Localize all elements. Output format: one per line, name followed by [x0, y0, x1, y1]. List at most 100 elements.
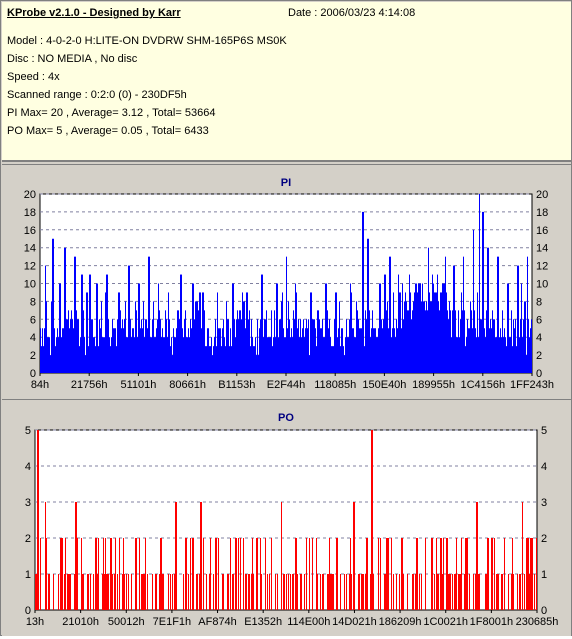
x-tick-label: 118085h	[314, 379, 356, 391]
bar	[213, 574, 214, 610]
bar	[128, 574, 129, 610]
bar	[331, 346, 332, 373]
bar	[358, 574, 359, 610]
y-tick-label-right: 4	[541, 461, 547, 473]
bar	[312, 538, 313, 610]
bar	[489, 328, 490, 373]
bar	[285, 337, 286, 373]
bar	[477, 502, 478, 610]
bar	[435, 292, 436, 373]
bar	[371, 328, 372, 373]
bar	[380, 538, 381, 610]
bar	[62, 538, 63, 610]
bar	[216, 538, 217, 610]
bar	[82, 274, 83, 373]
bar	[372, 430, 373, 610]
bar	[173, 328, 174, 373]
bar	[147, 574, 148, 610]
bar	[496, 574, 497, 610]
bar	[504, 538, 505, 610]
bar	[477, 292, 478, 373]
bar	[309, 355, 310, 373]
bar	[509, 337, 510, 373]
bar	[67, 319, 68, 373]
bar	[106, 574, 107, 610]
bar	[471, 310, 472, 373]
bar	[510, 337, 511, 373]
pi-chart-panel: PI 0 0 2 2 4 4 6 6 8 8 10 10 12 12 14 14 16 16 18 18 20 20 84h 2…	[2, 164, 571, 397]
bar	[347, 337, 348, 373]
bar	[271, 310, 272, 373]
bar	[192, 283, 193, 373]
bar	[400, 292, 401, 373]
bar	[272, 346, 273, 373]
bar	[114, 574, 115, 610]
bar	[51, 301, 52, 373]
bar	[511, 310, 512, 373]
bar	[519, 574, 520, 610]
bar	[514, 328, 515, 373]
bar	[246, 292, 247, 373]
bar	[337, 337, 338, 373]
bar	[74, 256, 75, 373]
bar	[288, 301, 289, 373]
bar	[253, 574, 254, 610]
bar	[441, 292, 442, 373]
scan-date: Date : 2006/03/23 4:14:08	[288, 7, 416, 19]
bar	[45, 265, 46, 373]
bar	[536, 538, 537, 610]
bar	[388, 328, 389, 373]
bar	[213, 346, 214, 373]
bar	[449, 301, 450, 373]
bar	[478, 337, 479, 373]
bar	[496, 337, 497, 373]
y-tick-label-right: 10	[536, 279, 548, 291]
bar	[472, 328, 473, 373]
bar	[248, 574, 249, 610]
bar	[221, 346, 222, 373]
bar	[140, 328, 141, 373]
bar	[222, 574, 223, 610]
bar	[529, 574, 530, 610]
bar	[302, 328, 303, 373]
bar	[303, 319, 304, 373]
bar	[93, 337, 94, 373]
bar	[460, 319, 461, 373]
bar	[398, 274, 399, 373]
bar	[513, 319, 514, 373]
bar	[338, 328, 339, 373]
bar	[131, 574, 132, 610]
disc-line: Disc : NO MEDIA , No disc	[7, 53, 138, 65]
bar	[147, 328, 148, 373]
bar	[47, 337, 48, 373]
y-tick-label-left: 10	[24, 279, 36, 291]
bar	[399, 574, 400, 610]
bar	[534, 574, 535, 610]
bar	[186, 538, 187, 610]
bar	[316, 346, 317, 373]
bar	[295, 538, 296, 610]
bar	[531, 538, 532, 610]
y-tick-label-right: 16	[536, 225, 548, 237]
bar	[311, 292, 312, 373]
bar	[207, 328, 208, 373]
bar	[61, 337, 62, 373]
bar	[530, 328, 531, 373]
bar	[143, 574, 144, 610]
bar	[95, 346, 96, 373]
bar	[49, 574, 50, 610]
bar	[437, 274, 438, 373]
bar	[483, 211, 484, 373]
bar	[83, 310, 84, 373]
bar	[440, 538, 441, 610]
bar	[328, 574, 329, 610]
bar	[219, 328, 220, 373]
bar	[364, 346, 365, 373]
y-tick-label-right: 0	[541, 605, 547, 617]
bar	[276, 283, 277, 373]
bar	[388, 538, 389, 610]
bar	[401, 538, 402, 610]
bar	[261, 274, 262, 373]
bar	[366, 538, 367, 610]
bar	[198, 310, 199, 373]
